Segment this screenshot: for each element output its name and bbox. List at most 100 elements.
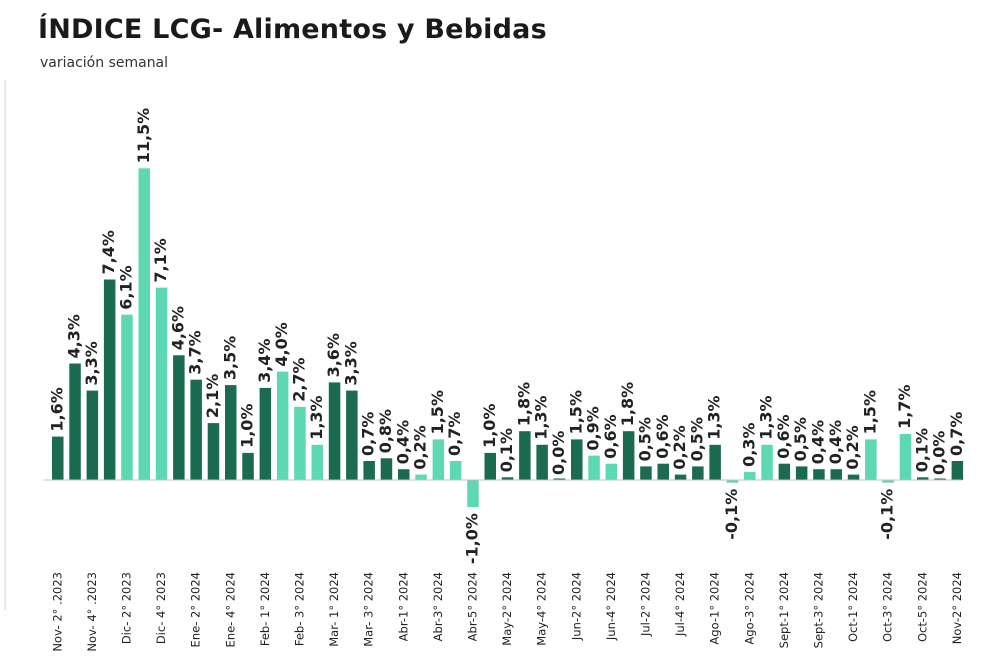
category-label: Oct-5° 2024 bbox=[915, 572, 929, 642]
category-label: May-2° 2024 bbox=[500, 572, 514, 646]
value-label: -0,1% bbox=[722, 489, 741, 540]
bar bbox=[86, 390, 99, 480]
bar bbox=[899, 433, 912, 480]
bar bbox=[622, 431, 635, 480]
value-label: 1,0% bbox=[480, 404, 499, 448]
bars-group bbox=[52, 168, 964, 508]
value-label: 1,8% bbox=[618, 382, 637, 426]
value-label: 0,0% bbox=[549, 431, 568, 475]
bar bbox=[380, 458, 393, 480]
value-label: 1,5% bbox=[860, 390, 879, 434]
bar bbox=[173, 355, 185, 480]
bar bbox=[709, 444, 721, 480]
bar bbox=[484, 452, 496, 480]
bar bbox=[467, 480, 479, 508]
bar bbox=[865, 439, 877, 481]
value-label: 0,7% bbox=[947, 412, 966, 456]
bar bbox=[346, 390, 358, 480]
value-label: 1,5% bbox=[428, 390, 447, 434]
category-label: Jul-4° 2024 bbox=[673, 572, 687, 637]
bar bbox=[917, 477, 929, 480]
bar bbox=[813, 469, 825, 480]
bar bbox=[311, 444, 323, 480]
bar bbox=[657, 463, 669, 480]
bar bbox=[553, 478, 566, 480]
value-label: 0,0% bbox=[930, 431, 949, 475]
bar bbox=[571, 439, 583, 481]
chart-title: ÍNDICE LCG- Alimentos y Bebidas bbox=[38, 14, 547, 45]
bar bbox=[778, 463, 791, 480]
bar bbox=[138, 168, 150, 481]
category-label: Ene- 4° 2024 bbox=[223, 572, 237, 647]
category-label: Nov- 4° .2023 bbox=[85, 572, 99, 652]
bar bbox=[294, 406, 306, 480]
value-label: 0,4% bbox=[393, 420, 412, 464]
value-label: 3,5% bbox=[220, 336, 239, 380]
bar bbox=[519, 431, 531, 480]
category-label: Feb- 3° 2024 bbox=[293, 572, 307, 646]
value-label: 1,3% bbox=[532, 395, 551, 439]
category-label: Ago-1° 2024 bbox=[708, 572, 722, 645]
value-label: 1,8% bbox=[514, 382, 533, 426]
bar bbox=[398, 469, 410, 480]
value-labels-group: 1,6%4,3%3,3%7,4%6,1%11,5%7,1%4,6%3,7%2,1… bbox=[47, 108, 966, 564]
value-label: -1,0% bbox=[463, 513, 482, 564]
bar bbox=[328, 382, 341, 480]
value-label: 0,4% bbox=[809, 420, 828, 464]
category-label: Oct-3° 2024 bbox=[881, 572, 895, 642]
bar bbox=[225, 385, 237, 480]
value-label: 0,6% bbox=[774, 414, 793, 458]
category-label: Jun-2° 2024 bbox=[569, 572, 583, 641]
value-label: 0,5% bbox=[687, 417, 706, 461]
value-label: 2,7% bbox=[290, 357, 309, 401]
bar bbox=[449, 461, 462, 480]
value-label: 7,1% bbox=[151, 238, 170, 282]
value-label: 0,5% bbox=[636, 417, 655, 461]
value-label: 3,6% bbox=[324, 333, 343, 377]
bar bbox=[501, 477, 514, 480]
category-label: Sept-1° 2024 bbox=[777, 572, 791, 648]
value-label: 1,3% bbox=[705, 395, 724, 439]
value-label: 1,7% bbox=[895, 385, 914, 429]
category-label: Nov- 2° .2023 bbox=[50, 572, 64, 652]
chart-subtitle: variación semanal bbox=[40, 55, 169, 71]
bar bbox=[588, 455, 600, 480]
bar bbox=[882, 480, 894, 483]
category-label: Ene- 2° 2024 bbox=[189, 572, 203, 647]
bar bbox=[640, 466, 652, 480]
bar bbox=[744, 471, 756, 480]
category-label: Jul-2° 2024 bbox=[639, 572, 653, 637]
category-label: Feb- 1° 2024 bbox=[258, 572, 272, 646]
value-label: 0,2% bbox=[670, 425, 689, 469]
category-label: Oct-1° 2024 bbox=[846, 572, 860, 642]
value-label: 4,6% bbox=[168, 306, 187, 350]
value-label: 0,2% bbox=[843, 425, 862, 469]
category-label: Ago-3° 2024 bbox=[742, 572, 756, 645]
value-label: -0,1% bbox=[878, 489, 897, 540]
value-label: 0,2% bbox=[411, 425, 430, 469]
value-label: 3,3% bbox=[82, 341, 101, 385]
category-label: Abr-5° 2024 bbox=[466, 572, 480, 641]
value-label: 0,4% bbox=[826, 420, 845, 464]
category-label: Jun-4° 2024 bbox=[604, 572, 618, 641]
category-labels-group: Nov- 2° .2023 Nov- 4° .2023 Dic- 2° 2023 Di… bbox=[50, 572, 964, 652]
bar bbox=[103, 279, 116, 480]
bar bbox=[934, 478, 946, 480]
category-label: Sept-3° 2024 bbox=[812, 572, 826, 648]
value-label: 1,5% bbox=[566, 390, 585, 434]
value-label: 1,3% bbox=[757, 395, 776, 439]
bar bbox=[830, 469, 842, 480]
value-label: 11,5% bbox=[134, 108, 153, 164]
category-label: Mar- 3° 2024 bbox=[362, 572, 376, 647]
value-label: 1,3% bbox=[307, 395, 326, 439]
bar bbox=[726, 480, 739, 483]
value-label: 0,3% bbox=[739, 423, 758, 467]
bar bbox=[605, 463, 618, 480]
bar bbox=[52, 436, 64, 480]
bar bbox=[761, 444, 773, 480]
bar bbox=[795, 466, 808, 480]
value-label: 3,7% bbox=[186, 330, 205, 374]
bar bbox=[847, 474, 860, 480]
bar bbox=[415, 474, 427, 480]
value-label: 0,9% bbox=[584, 406, 603, 450]
